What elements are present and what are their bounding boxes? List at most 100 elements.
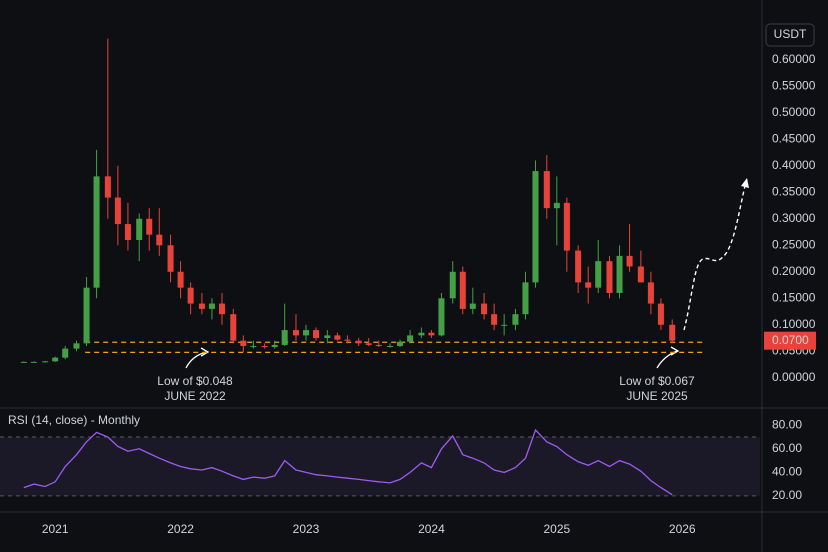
- candle-body: [156, 234, 163, 246]
- projection-arrow: [683, 181, 747, 331]
- candle-body: [30, 361, 37, 363]
- candle-body: [575, 250, 582, 283]
- candle-body: [62, 348, 69, 358]
- annotation: Low of $0.067: [619, 374, 695, 388]
- candle-body: [501, 324, 508, 326]
- y-tick-label: 40.00: [772, 465, 802, 479]
- candle-body: [387, 345, 394, 347]
- candle-body: [230, 314, 237, 341]
- annotation-date: JUNE 2022: [164, 389, 226, 403]
- x-tick-label: 2021: [42, 522, 69, 536]
- candle-body: [669, 324, 676, 341]
- candle-body: [522, 282, 529, 315]
- x-tick-label: 2025: [543, 522, 570, 536]
- candle-body: [136, 218, 143, 240]
- candle-body: [167, 245, 174, 272]
- annotation-date: JUNE 2025: [626, 389, 688, 403]
- candle-body: [313, 330, 320, 339]
- arrow-head: [670, 346, 680, 356]
- candle-body: [647, 282, 654, 304]
- arrow-head: [741, 178, 749, 188]
- candle-body: [93, 176, 100, 288]
- candle-body: [626, 255, 633, 267]
- candle-body: [42, 361, 49, 363]
- candle-body: [355, 340, 362, 344]
- annotation: Low of $0.048: [157, 374, 233, 388]
- candle-body: [563, 202, 570, 251]
- candle-body: [606, 261, 613, 293]
- unit-box: [765, 23, 815, 47]
- candle-body: [543, 171, 550, 209]
- candle-body: [553, 202, 560, 209]
- candle-body: [324, 335, 331, 339]
- y-tick-label: 0.55000: [772, 78, 816, 92]
- unit-label: USDT: [774, 27, 807, 41]
- y-tick-label: 80.00: [772, 417, 802, 431]
- candle-body: [585, 282, 592, 288]
- candle-body: [271, 344, 278, 348]
- price-tag-label: 0.0700: [772, 333, 809, 347]
- x-tick-label: 2023: [293, 522, 320, 536]
- candle-body: [218, 303, 225, 315]
- candle-body: [637, 266, 644, 283]
- x-tick-label: 2026: [669, 522, 696, 536]
- candle-body: [104, 176, 111, 198]
- candle-body: [114, 197, 121, 225]
- y-tick-label: 0.25000: [772, 237, 816, 251]
- candle-body: [124, 224, 131, 240]
- candle-body: [187, 287, 194, 304]
- y-tick-label: 20.00: [772, 488, 802, 502]
- rsi-line: [23, 428, 673, 496]
- y-tick-label: 60.00: [772, 441, 802, 455]
- candle-body: [459, 271, 466, 309]
- candle-body: [657, 303, 664, 325]
- y-tick-label: 0.50000: [772, 105, 816, 119]
- y-tick-label: 0.45000: [772, 131, 816, 145]
- candle-body: [491, 314, 498, 325]
- candle-body: [208, 303, 215, 309]
- candle-body: [428, 332, 435, 336]
- candle-body: [20, 361, 27, 363]
- candle-body: [375, 344, 382, 346]
- candle-body: [261, 345, 268, 348]
- candle-body: [240, 340, 247, 346]
- y-tick-label: 0.10000: [772, 317, 816, 331]
- x-tick-label: 2024: [418, 522, 445, 536]
- candle-body: [281, 330, 288, 345]
- price-tag: [764, 331, 816, 350]
- candle-body: [250, 345, 257, 347]
- candle-body: [449, 271, 456, 299]
- candle-body: [73, 343, 80, 349]
- y-tick-label: 0.00000: [772, 370, 816, 384]
- candle-body: [418, 332, 425, 336]
- rsi-band: [0, 437, 760, 496]
- candle-body: [512, 314, 519, 325]
- candle-body: [198, 303, 205, 309]
- candle-body: [595, 261, 602, 288]
- arrow-head: [200, 347, 210, 357]
- candle-body: [407, 335, 414, 342]
- candle-body: [365, 343, 372, 345]
- candle-body: [52, 357, 59, 362]
- y-tick-label: 0.40000: [772, 158, 816, 172]
- y-tick-label: 0.20000: [772, 264, 816, 278]
- y-tick-label: 0.30000: [772, 211, 816, 225]
- candle-body: [469, 303, 476, 309]
- y-tick-label: 0.35000: [772, 184, 816, 198]
- candle-body: [616, 255, 623, 293]
- candle-body: [146, 218, 153, 235]
- y-tick-label: 0.15000: [772, 290, 816, 304]
- candle-body: [532, 171, 539, 283]
- y-tick-label: 0.60000: [772, 52, 816, 66]
- candle-body: [397, 341, 404, 346]
- x-tick-label: 2022: [167, 522, 194, 536]
- candle-body: [292, 330, 299, 336]
- candle-body: [344, 339, 351, 341]
- candle-body: [302, 330, 310, 336]
- candle-body: [334, 335, 341, 340]
- candle-body: [438, 298, 445, 336]
- candle-body: [481, 303, 488, 315]
- candle-body: [83, 287, 90, 344]
- candle-body: [177, 271, 184, 288]
